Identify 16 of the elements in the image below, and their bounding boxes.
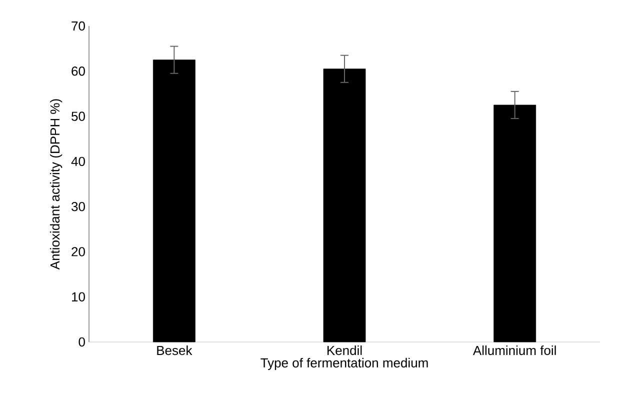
y-tick-label: 0 [78, 337, 85, 347]
bar [323, 68, 366, 342]
x-tick-label: Besek [157, 346, 192, 356]
y-tick-label: 20 [72, 247, 85, 256]
y-tick-label: 60 [72, 66, 85, 76]
x-axis-title: Type of fermentation medium [260, 358, 428, 370]
x-tick-label: Kendil [328, 346, 362, 356]
bar [152, 60, 196, 342]
y-tick-label: 70 [72, 21, 85, 31]
y-tick-label: 50 [72, 112, 85, 121]
bar [494, 104, 536, 342]
x-tick-label: Alluminium foil [472, 346, 556, 356]
y-tick-label: 40 [71, 156, 85, 166]
y-tick-label: 10 [72, 292, 85, 302]
y-tick-label: 30 [72, 202, 85, 212]
y-axis-title: Antioxidant activity (DPPH %) [50, 99, 62, 270]
